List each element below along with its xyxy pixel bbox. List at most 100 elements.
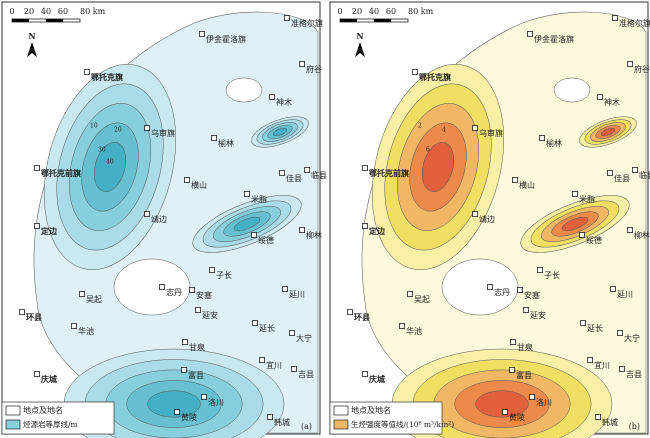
place-marker <box>159 284 165 290</box>
place-name: 鄂托克前旗 <box>41 168 81 178</box>
place-name: 延长 <box>587 323 603 333</box>
scale-label: 20 <box>24 7 34 16</box>
contour <box>600 128 616 136</box>
place-name: 柳林 <box>634 230 650 240</box>
legend-box <box>329 401 443 435</box>
place-name: 临县 <box>639 170 650 180</box>
place-marker <box>174 409 180 415</box>
contour-label: 20 <box>114 127 122 134</box>
place-name: 米脂 <box>251 194 267 204</box>
place-name: 延安 <box>530 310 546 320</box>
place-name: 伊金霍洛旗 <box>206 34 246 44</box>
place-name: 华池 <box>78 326 94 336</box>
place-marker <box>587 357 593 363</box>
contour <box>475 390 529 418</box>
place-marker <box>267 414 273 420</box>
place-name: 乌审旗 <box>479 128 503 138</box>
legend-box <box>1 401 115 435</box>
place-marker <box>182 339 188 345</box>
scale-bar <box>46 19 63 22</box>
legend-label: 烃源岩等厚线/m <box>23 419 78 429</box>
place-name: 吴起 <box>86 295 102 304</box>
place-name: 环县 <box>26 312 42 322</box>
place-marker <box>34 371 40 377</box>
place-marker <box>184 177 190 183</box>
place-marker <box>282 286 288 292</box>
map-panel: 0 20 40 60 80 km N 伊金霍洛旗 准格尔旗府谷鄂托克旗神木乌审旗榆林鄂托克前旗… <box>1 1 327 438</box>
place-marker <box>269 94 275 100</box>
place-name: 华池 <box>406 326 422 336</box>
place-name: 鄂托克前旗 <box>369 168 409 178</box>
place-marker <box>34 165 40 171</box>
north-arrow <box>27 42 37 57</box>
place-marker <box>299 227 305 233</box>
place-name: 准格尔旗 <box>619 18 650 28</box>
place-name: 洛川 <box>536 397 552 407</box>
place-marker <box>211 135 217 141</box>
contour-label: 6 <box>426 147 430 154</box>
contour <box>421 142 455 192</box>
scale-label: 60 <box>386 7 396 16</box>
scale-label: 40 <box>41 7 51 16</box>
place-name: 安塞 <box>524 290 540 300</box>
place-marker <box>572 191 578 197</box>
place-name: 延长 <box>259 323 275 333</box>
place-marker <box>399 323 405 329</box>
place-name: 韩城 <box>602 417 618 427</box>
place-marker <box>299 61 305 67</box>
north-label: N <box>356 31 363 41</box>
place-name: 临县 <box>311 170 327 180</box>
place-name: 靖边 <box>151 214 167 224</box>
place-name: 米脂 <box>579 194 595 204</box>
place-marker <box>244 191 250 197</box>
place-marker <box>597 94 603 100</box>
place-name: 绥德 <box>586 235 602 245</box>
low-area <box>553 77 591 103</box>
scale-label: 0 <box>9 7 14 16</box>
contour-label: 40 <box>106 159 114 166</box>
place-name: 富县 <box>188 370 204 380</box>
place-name: 鄂托克旗 <box>91 72 123 82</box>
scale-label: 80 km <box>80 7 106 16</box>
panel-label: (b) <box>629 422 640 431</box>
contour-label: 4 <box>442 127 446 134</box>
place-name: 准格尔旗 <box>291 18 323 28</box>
place-name: 柳林 <box>306 230 322 240</box>
place-marker <box>610 286 616 292</box>
place-marker <box>304 167 310 173</box>
legend-icon <box>5 405 21 416</box>
place-marker <box>251 232 257 238</box>
contour <box>233 216 261 232</box>
place-name: 佳县 <box>614 173 630 183</box>
place-name: 府谷 <box>634 64 650 74</box>
place-name: 甘泉 <box>517 342 533 352</box>
place-marker <box>537 267 543 273</box>
legend-label: 生烃强度等值线/(10⁸ m³/km²) <box>351 419 454 429</box>
place-name: 富县 <box>516 370 532 380</box>
place-marker <box>209 267 215 273</box>
legend-label: 地点及地名 <box>351 405 391 415</box>
place-marker <box>199 31 205 37</box>
place-marker <box>617 330 623 336</box>
map-panel: 0 20 40 60 80 km N 伊金霍洛旗 准格尔旗府谷鄂托克旗神木乌审旗榆林鄂托克前旗… <box>329 1 650 438</box>
place-marker <box>347 309 353 315</box>
place-name: 黄陵 <box>181 412 197 422</box>
place-name: 榆林 <box>546 138 562 148</box>
legend-icon <box>333 405 349 416</box>
scale-label: 0 <box>337 7 342 16</box>
place-name: 绥德 <box>258 235 274 245</box>
place-marker <box>284 15 290 21</box>
place-name: 韩城 <box>274 417 290 427</box>
place-marker <box>512 177 518 183</box>
place-name: 安塞 <box>196 290 212 300</box>
place-marker <box>181 367 187 373</box>
place-marker <box>252 320 258 326</box>
place-name: 定边 <box>368 226 386 236</box>
place-marker <box>362 223 368 229</box>
place-name: 延川 <box>617 289 633 299</box>
legend-icon <box>5 419 21 430</box>
contour <box>272 128 288 136</box>
place-name: 乌审旗 <box>151 128 175 138</box>
scale-bar <box>374 19 391 22</box>
place-name: 靖边 <box>479 214 495 224</box>
